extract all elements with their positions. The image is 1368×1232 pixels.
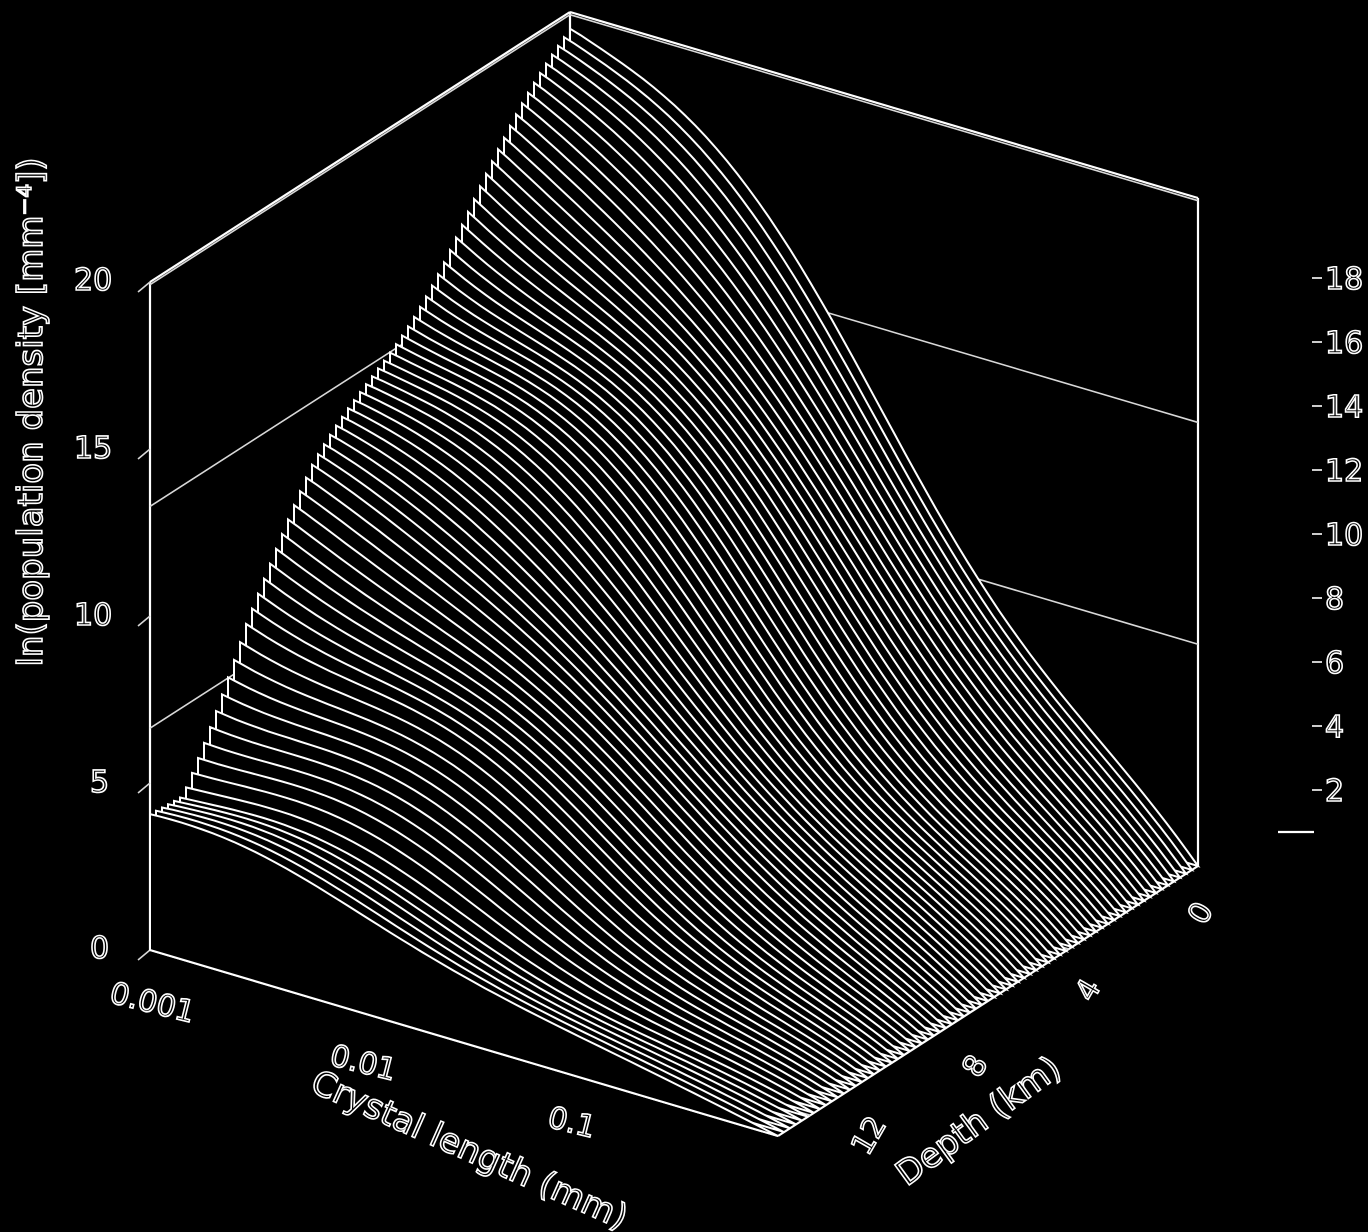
z-tick-label: 5 xyxy=(90,765,109,800)
surface-ribbon xyxy=(149,812,779,1137)
wall-gridline xyxy=(149,13,571,286)
colorbar-tick-label: 6 xyxy=(1325,646,1344,681)
y-tick-label: 0 xyxy=(1181,896,1221,930)
y-tick-label: 4 xyxy=(1069,973,1109,1007)
colorbar-tick-label: 8 xyxy=(1325,582,1344,617)
x-tick-label: 0.001 xyxy=(106,976,198,1031)
y-tick-label: 12 xyxy=(845,1110,894,1161)
colorbar: 2 4 6 8 10 12 14 16 18 xyxy=(1278,261,1364,834)
z-axis-title: ln(population density [mm⁻⁴]) xyxy=(11,157,51,666)
x-axis-title: Crystal length (mm) xyxy=(305,1062,634,1232)
colorbar-tick-label: 4 xyxy=(1325,710,1344,745)
z-tick-label: 20 xyxy=(74,263,112,298)
colorbar-tick-label: 14 xyxy=(1325,390,1363,425)
z-tick-mark xyxy=(137,782,151,794)
z-tick-label: 10 xyxy=(74,598,112,633)
z-tick-mark xyxy=(137,448,151,460)
z-tick-label: 0 xyxy=(90,931,109,966)
colorbar-tick-label: 2 xyxy=(1325,774,1344,809)
z-tick-mark xyxy=(137,949,151,961)
colorbar-tick-label: 10 xyxy=(1325,518,1363,553)
x-tick-label: 0.1 xyxy=(544,1100,599,1146)
z-tick-mark xyxy=(137,281,151,293)
surface-ribbons xyxy=(149,26,1201,1137)
axis-frame-line xyxy=(569,10,1199,200)
colorbar-tick-label: 16 xyxy=(1325,326,1363,361)
colorbar-tick-label: 18 xyxy=(1325,262,1363,297)
y-tick-label: 8 xyxy=(956,1049,996,1083)
colorbar-tick-label: 12 xyxy=(1325,454,1363,489)
z-tick-label: 15 xyxy=(74,431,112,466)
wall-gridline xyxy=(569,13,1199,202)
z-tick-mark xyxy=(137,615,151,627)
axis-frame-line xyxy=(149,11,571,283)
